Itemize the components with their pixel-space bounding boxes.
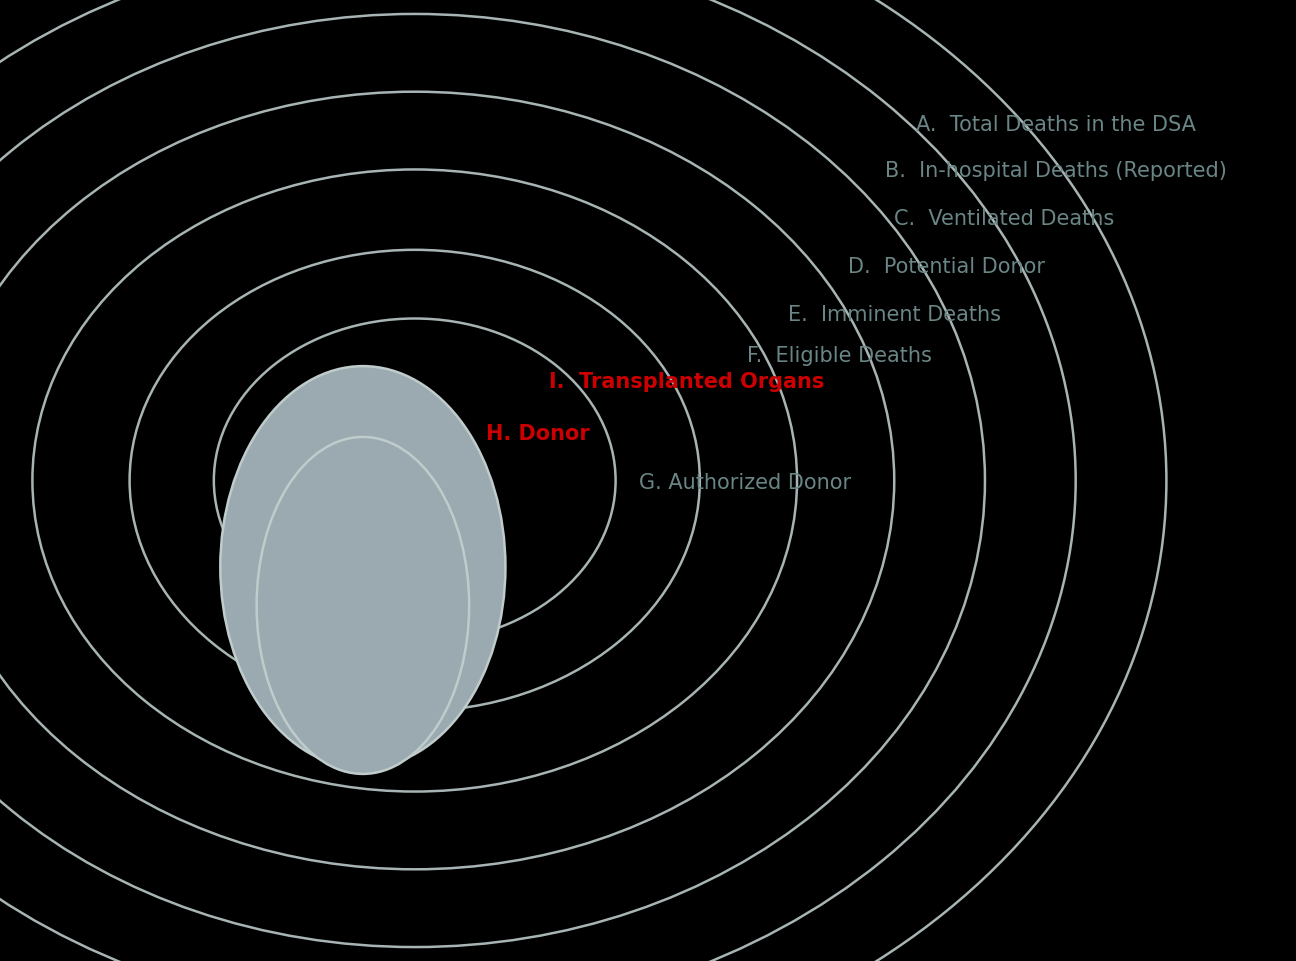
Text: D.  Potential Donor: D. Potential Donor [848, 258, 1045, 277]
Text: A.  Total Deaths in the DSA: A. Total Deaths in the DSA [916, 115, 1196, 135]
Text: H. Donor: H. Donor [486, 425, 590, 444]
Text: C.  Ventilated Deaths: C. Ventilated Deaths [894, 209, 1115, 229]
Ellipse shape [220, 366, 505, 768]
Text: E.  Imminent Deaths: E. Imminent Deaths [788, 306, 1001, 325]
Text: B.  In-hospital Deaths (Reported): B. In-hospital Deaths (Reported) [885, 161, 1227, 181]
Ellipse shape [257, 437, 469, 774]
Text: F.  Eligible Deaths: F. Eligible Deaths [748, 346, 932, 365]
Text: I.  Transplanted Organs: I. Transplanted Organs [550, 372, 824, 391]
Text: G. Authorized Donor: G. Authorized Donor [639, 474, 851, 493]
